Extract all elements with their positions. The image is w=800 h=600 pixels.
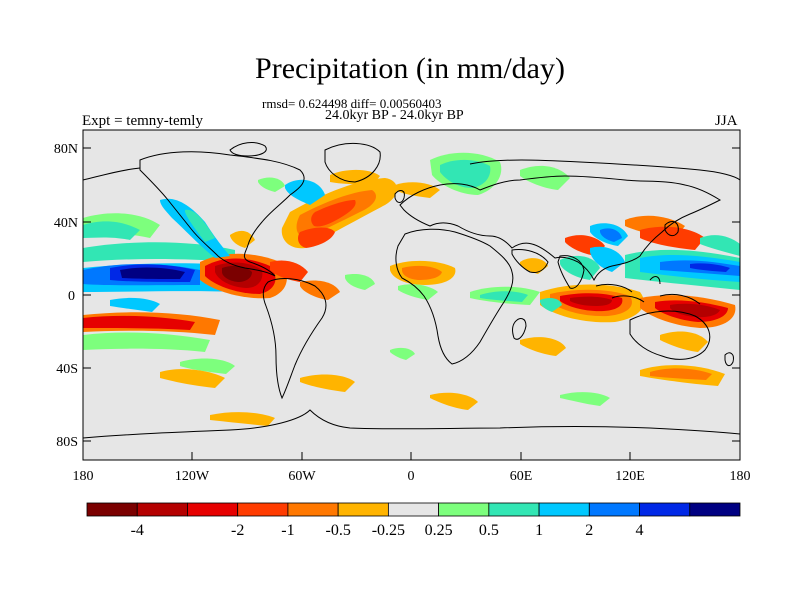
colorbar-swatch — [689, 502, 741, 517]
anomaly-field — [83, 130, 740, 460]
colorbar-swatch — [337, 502, 389, 517]
colorbar-swatch — [488, 502, 540, 517]
y-ticks — [83, 147, 740, 442]
colorbar-label: -0.5 — [325, 522, 350, 539]
colorbar-label: 0.25 — [425, 522, 453, 539]
colorbar-swatch — [588, 502, 640, 517]
x-tick-label: 0 — [408, 469, 415, 484]
period-line: 24.0kyr BP - 24.0kyr BP — [325, 108, 464, 123]
y-tick-label: 0 — [68, 289, 75, 304]
colorbar-swatch — [136, 502, 188, 517]
x-tick-label: 60E — [510, 469, 533, 484]
colorbar-swatch — [287, 502, 339, 517]
colorbar-swatch — [237, 502, 289, 517]
x-tick-label: 180 — [73, 469, 94, 484]
stats-line: rmsd= 0.624498 diff= 0.00560403 — [262, 96, 442, 111]
colorbar-swatch — [538, 502, 590, 517]
colorbar-swatch — [387, 502, 440, 517]
x-ticks — [82, 452, 741, 460]
colorbar-label: -4 — [131, 522, 144, 539]
experiment-label: Expt = temny-temly — [82, 113, 203, 129]
colorbar-label: 1 — [535, 522, 543, 539]
x-tick-label: 180 — [730, 469, 751, 484]
colorbar: -4 -2 -1 -0.5 -0.25 0.25 0.5 1 2 4 — [86, 502, 741, 539]
y-tick-label: 80N — [54, 142, 78, 157]
y-tick-label: 40S — [56, 362, 78, 377]
x-tick-label: 120E — [615, 469, 645, 484]
coastlines — [83, 142, 740, 439]
colorbar-label: -0.25 — [372, 522, 405, 539]
colorbar-swatch — [639, 502, 691, 517]
colorbar-swatch — [86, 502, 138, 517]
x-tick-label: 60W — [288, 469, 316, 484]
colorbar-label: 0.5 — [479, 522, 499, 539]
colorbar-label: -1 — [281, 522, 294, 539]
colorbar-swatch — [187, 502, 239, 517]
x-tick-label: 120W — [175, 469, 210, 484]
colorbar-label: 4 — [636, 522, 644, 539]
plot-title: Precipitation (in mm/day) — [255, 52, 565, 85]
colorbar-swatch — [438, 502, 490, 517]
colorbar-label: 2 — [585, 522, 593, 539]
y-tick-label: 80S — [56, 435, 78, 450]
y-tick-label: 40N — [54, 216, 78, 231]
season-label: JJA — [715, 113, 738, 129]
colorbar-label: -2 — [231, 522, 244, 539]
